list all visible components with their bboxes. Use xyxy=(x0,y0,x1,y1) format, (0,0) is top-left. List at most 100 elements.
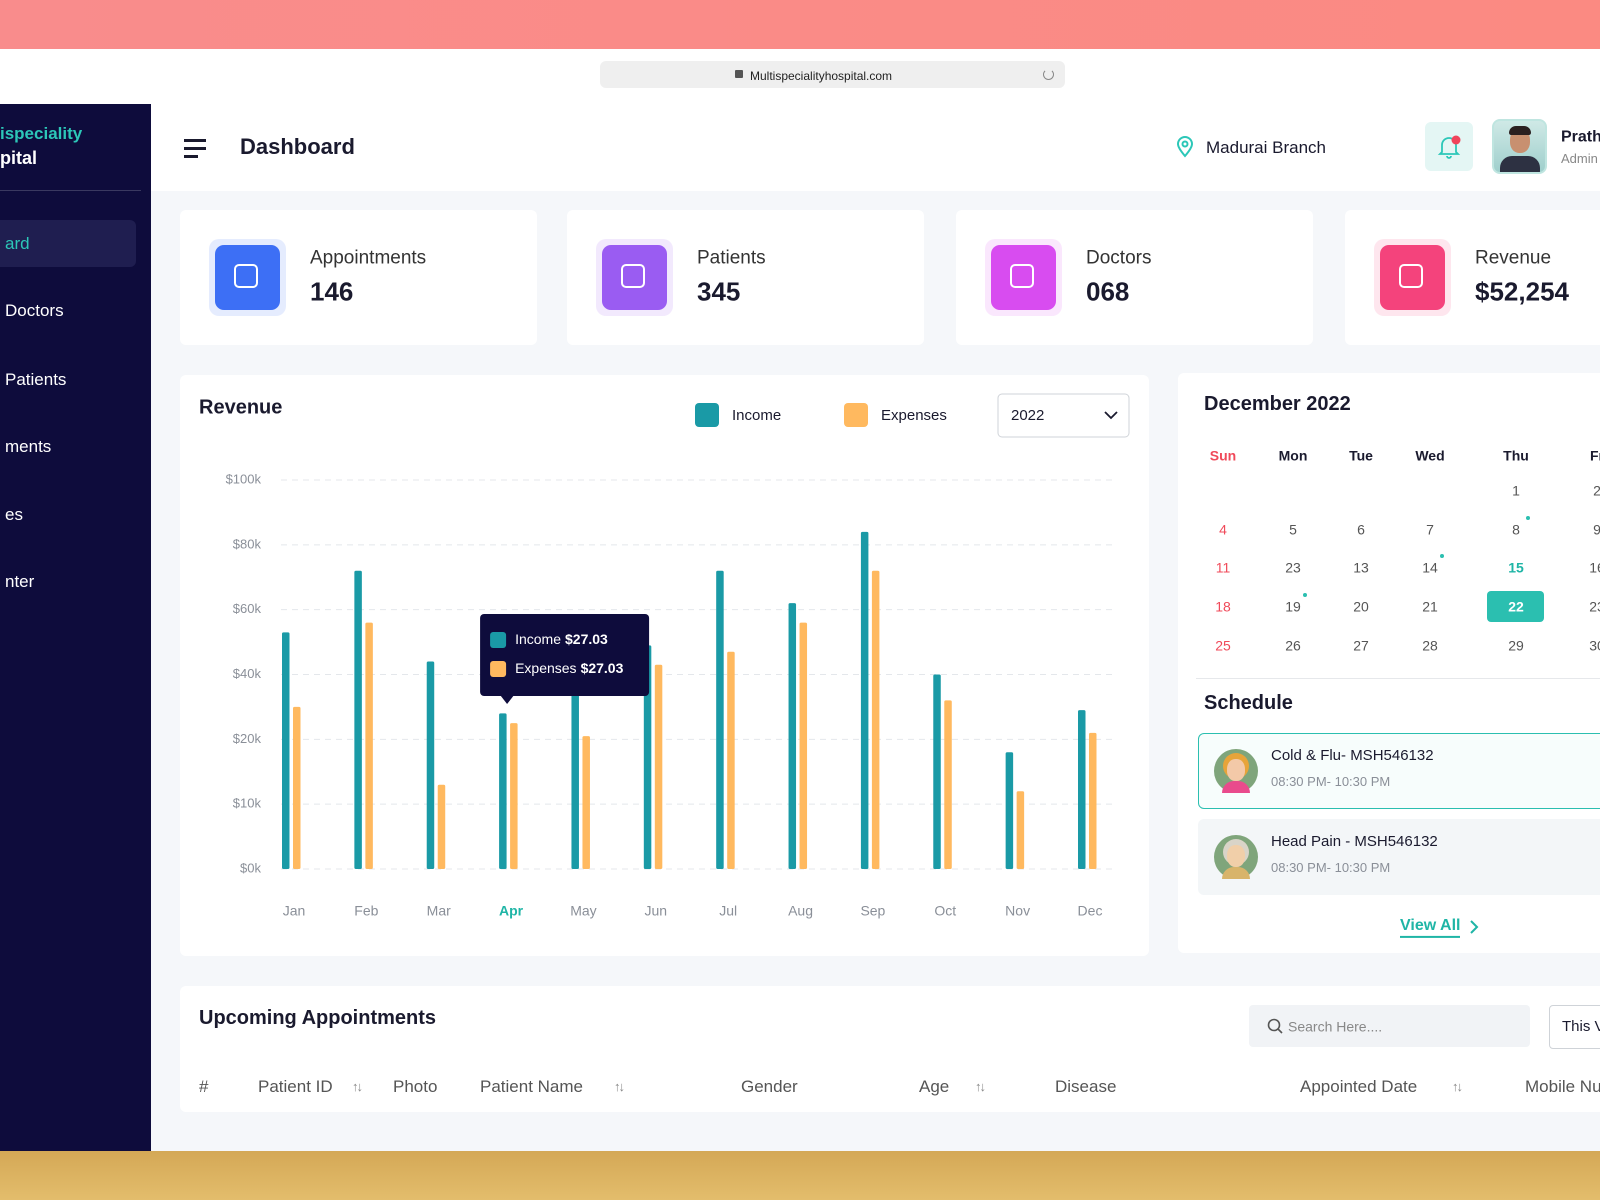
tooltip-name: Expenses xyxy=(515,660,576,676)
header xyxy=(151,104,1600,191)
x-tick-label: Feb xyxy=(354,903,378,919)
day: 26 xyxy=(1285,637,1301,654)
day: 1 xyxy=(1512,482,1520,499)
nav-item: Doctors xyxy=(5,300,64,320)
day: 11 xyxy=(1215,559,1231,576)
bar xyxy=(944,700,952,869)
stat-glyph xyxy=(621,264,645,288)
stat-glyph xyxy=(1010,264,1034,288)
bar xyxy=(643,645,652,869)
brand: ispeciality xyxy=(0,123,83,143)
page-title: Dashboard xyxy=(240,133,355,159)
tooltip-swatch xyxy=(490,661,507,677)
bar xyxy=(1005,752,1014,869)
arrow-icon xyxy=(1470,920,1479,934)
schedule-time: 08:30 PM- 10:30 PM xyxy=(1271,774,1391,790)
schedule-item[interactable] xyxy=(1198,819,1600,895)
stat-value: $52,254 xyxy=(1475,276,1569,307)
bar xyxy=(282,632,290,869)
bar xyxy=(716,570,724,869)
x-tick-label: Oct xyxy=(934,903,956,919)
brand: pital xyxy=(0,148,38,169)
x-tick-label: Nov xyxy=(1005,903,1030,919)
stat-glyph xyxy=(234,264,258,288)
day: 30 xyxy=(1589,637,1600,654)
user-name: Prath xyxy=(1561,128,1600,146)
day: 18 xyxy=(1215,598,1231,615)
event-dot xyxy=(1440,554,1444,558)
bar xyxy=(571,687,579,869)
filter-select[interactable] xyxy=(1549,1005,1600,1049)
reload-icon[interactable] xyxy=(1043,69,1054,80)
weekday: Tue xyxy=(1349,447,1373,464)
day: 29 xyxy=(1508,637,1524,654)
nav-item: ard xyxy=(5,233,30,253)
stat-value: 345 xyxy=(697,276,741,307)
x-tick-label: Dec xyxy=(1078,903,1103,919)
day: 13 xyxy=(1353,559,1369,576)
day: 28 xyxy=(1422,637,1438,654)
bar xyxy=(293,706,301,869)
sort-icon: ↑↓ xyxy=(614,1079,625,1095)
bar xyxy=(1089,732,1097,869)
tooltip xyxy=(480,614,650,696)
selected-day[interactable] xyxy=(1487,591,1544,622)
nav-item: Patients xyxy=(5,369,67,389)
legend-swatch xyxy=(695,403,719,427)
schedule-item[interactable] xyxy=(1198,733,1600,809)
chevron xyxy=(1104,411,1118,420)
branch[interactable]: Madurai Branch xyxy=(1206,137,1327,157)
x-tick-label: Jan xyxy=(283,903,306,919)
day: 5 xyxy=(1289,521,1297,538)
weekday: Wed xyxy=(1415,447,1445,464)
day: 25 xyxy=(1215,637,1231,654)
day: 6 xyxy=(1357,521,1365,538)
nav-item: es xyxy=(5,504,23,524)
avatar-face xyxy=(1510,129,1530,153)
menu-icon xyxy=(184,155,198,158)
nav-item: ments xyxy=(5,436,52,456)
bar xyxy=(1078,710,1086,869)
day: 23 xyxy=(1285,559,1301,576)
schedule-avatar-body xyxy=(1222,781,1250,793)
day: 22 xyxy=(1508,598,1524,615)
y-tick-label: $60k xyxy=(233,601,262,616)
tooltip-swatch xyxy=(490,632,507,648)
notification-button[interactable] xyxy=(1425,122,1473,171)
chart: Revenue 2022 $0k $10k $20k $40k $60k $80k $100… xyxy=(199,393,1130,919)
avatar[interactable] xyxy=(1492,119,1547,174)
schedule-title: Head Pain - MSH546132 xyxy=(1271,833,1438,850)
schedule-time: 08:30 PM- 10:30 PM xyxy=(1271,860,1391,876)
column-header: Disease xyxy=(1055,1076,1117,1096)
x-tick-label: Jul xyxy=(719,903,737,919)
day: 16 xyxy=(1589,559,1600,576)
x-tick-label: Jun xyxy=(645,903,668,919)
x-tick-label: Aug xyxy=(788,903,813,919)
x-tick-label: Mar xyxy=(427,903,451,919)
stat-icon xyxy=(215,245,280,310)
lock-icon xyxy=(735,70,743,78)
sort-icon: ↑↓ xyxy=(1452,1079,1463,1095)
stat-label: Revenue xyxy=(1475,247,1552,269)
tooltip-text: Income $27.03 xyxy=(515,631,608,647)
search-box[interactable] xyxy=(1249,1005,1530,1047)
year-select[interactable] xyxy=(997,393,1130,438)
window-band xyxy=(0,0,1600,49)
schedule-avatar-face xyxy=(1227,845,1245,867)
url-bar[interactable] xyxy=(600,61,1065,88)
bar xyxy=(426,661,435,869)
column-header: Age xyxy=(919,1076,950,1096)
nav-active[interactable] xyxy=(0,220,136,267)
url: Multispecialityhospital.com xyxy=(750,68,893,83)
tooltip-text: Expenses $27.03 xyxy=(515,660,624,676)
stat-icon xyxy=(602,245,667,310)
schedule-avatar-body xyxy=(1222,867,1250,879)
day: 21 xyxy=(1422,598,1438,615)
stat-icon xyxy=(991,245,1056,310)
tooltip-value: $27.03 xyxy=(581,660,624,676)
x-tick-label: Sep xyxy=(860,903,885,919)
menu-icon[interactable] xyxy=(184,139,206,142)
view-all[interactable]: View All xyxy=(1400,916,1461,939)
avatar-hair xyxy=(1509,126,1531,135)
